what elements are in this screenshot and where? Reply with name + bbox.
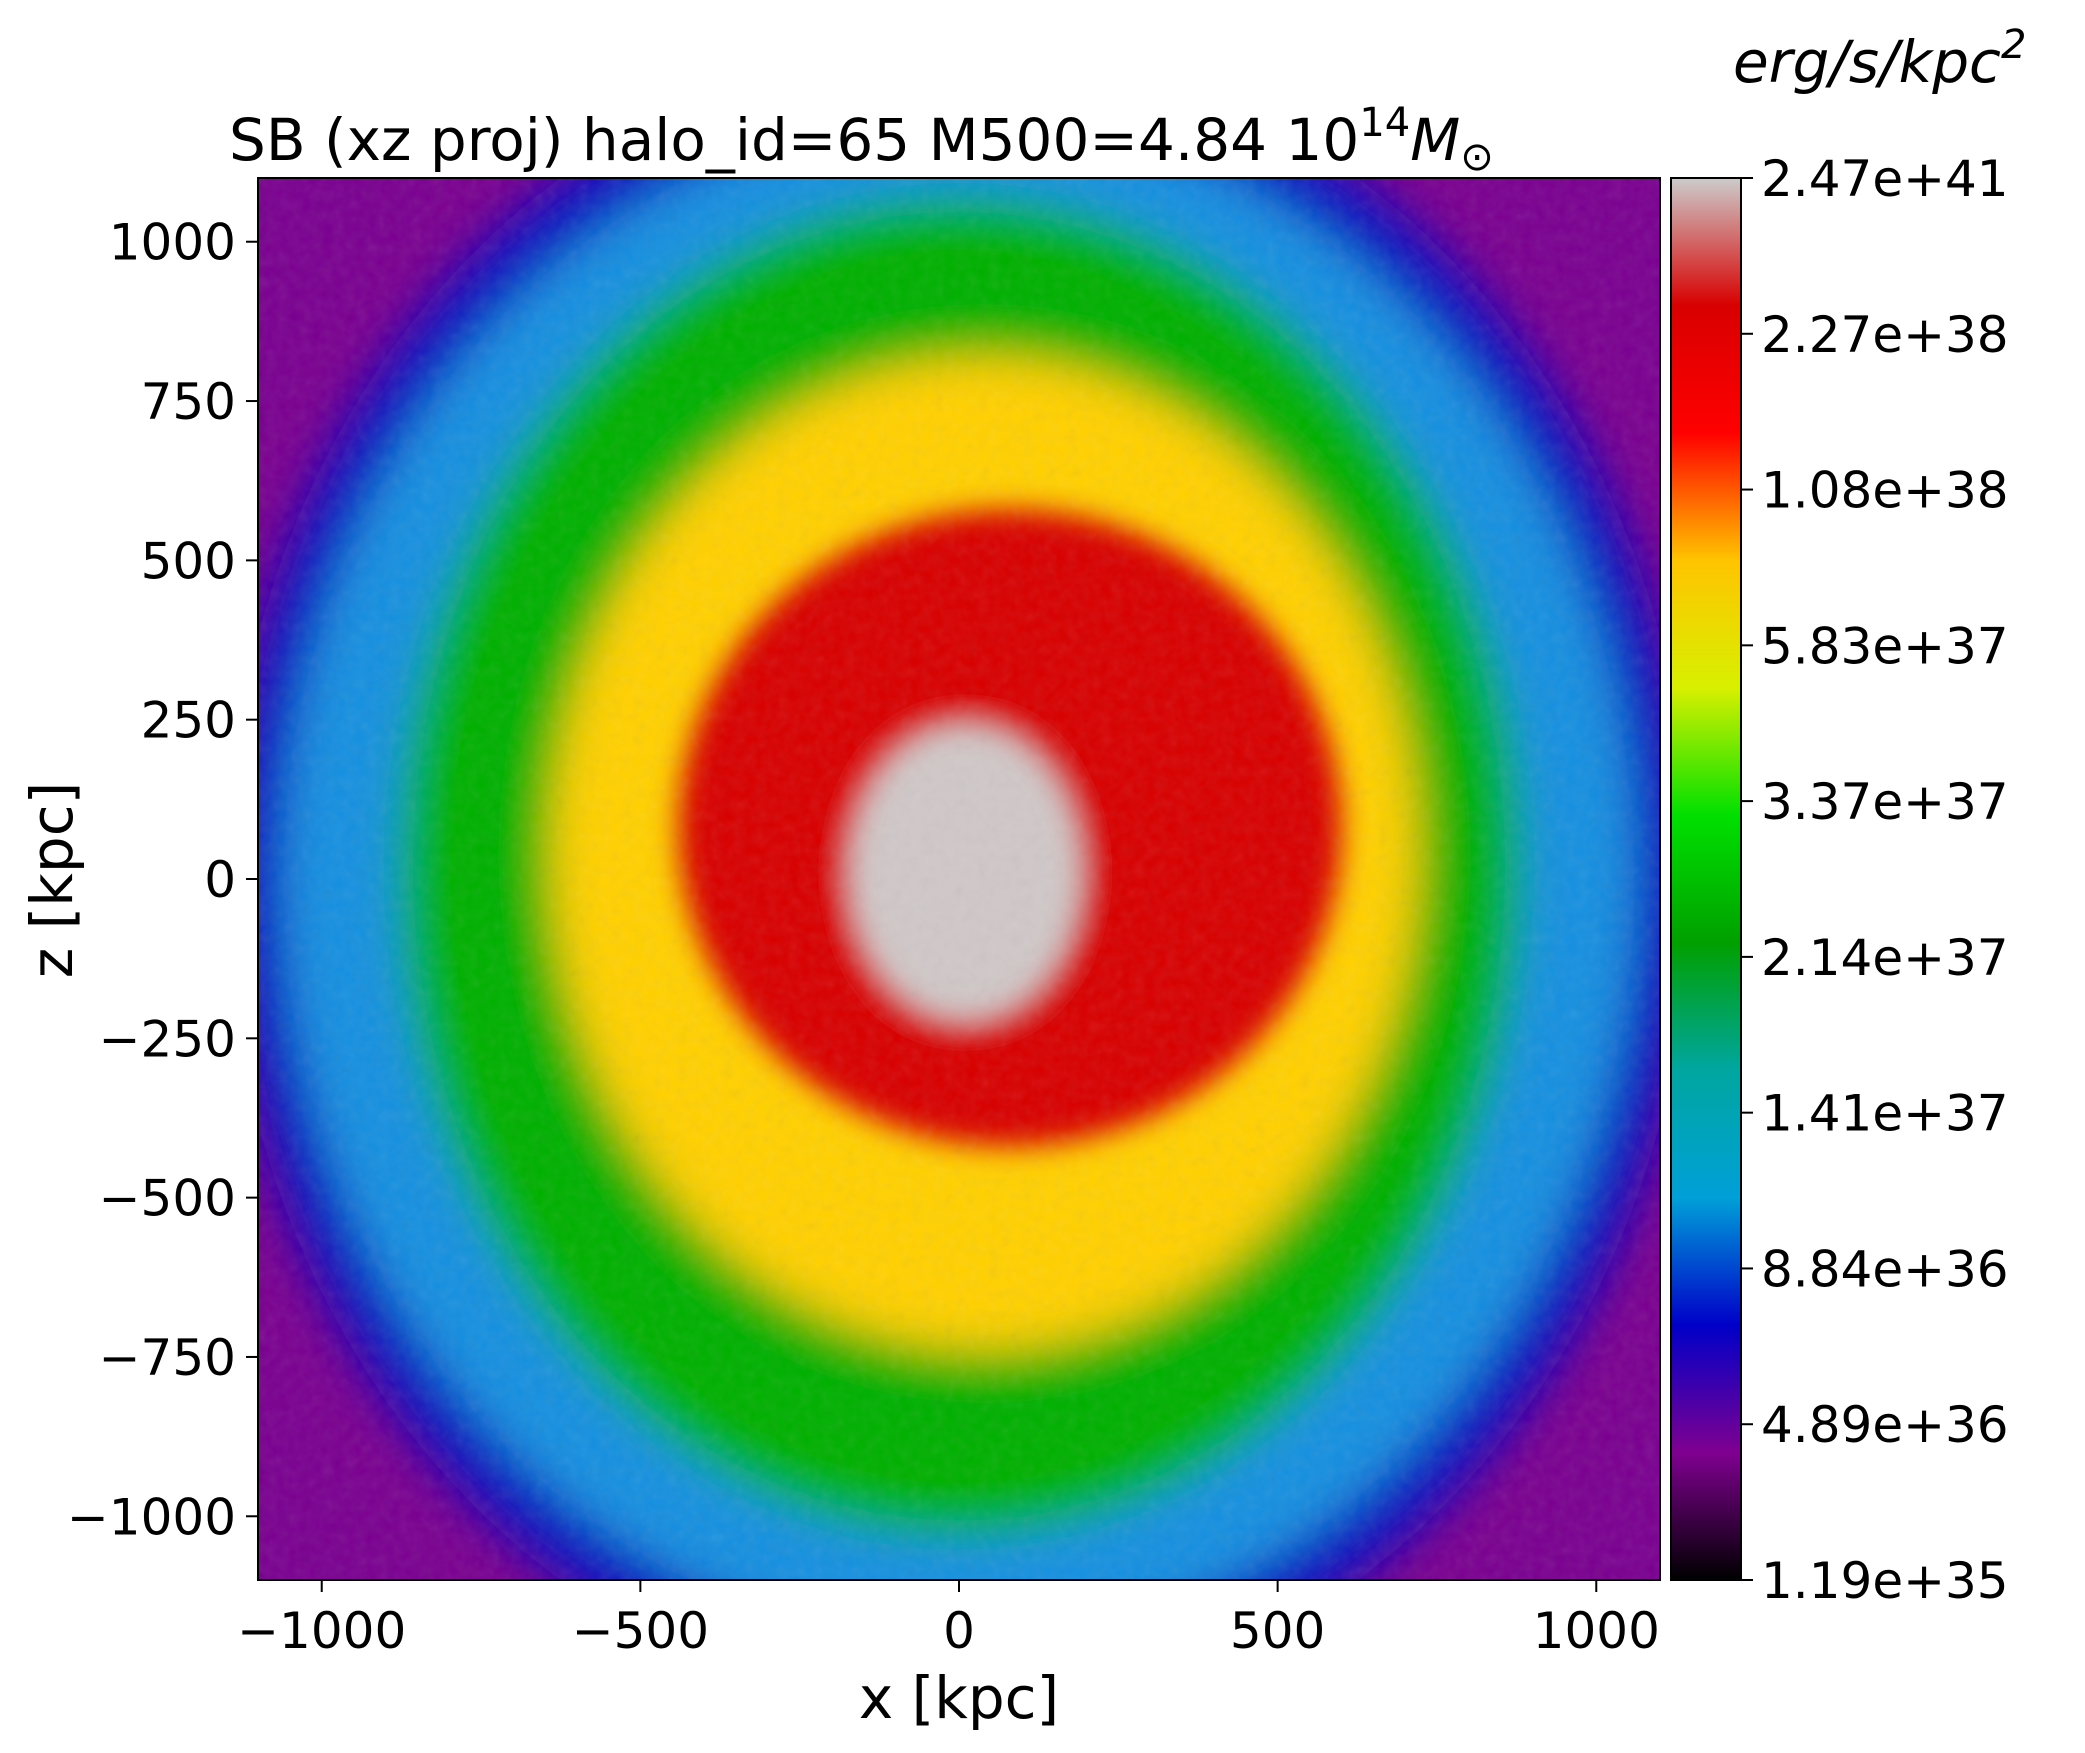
- y-tick-label: 250: [141, 692, 236, 750]
- chart-title: SB (xz proj) halo_id=65 M500=4.84 1014M⊙: [229, 100, 1494, 180]
- x-tick-label: 1000: [1533, 1602, 1660, 1660]
- colorbar-tick-label: 8.84e+36: [1761, 1240, 2009, 1298]
- y-axis: −1000 −750 −500 −250 0 250 500 750 1000: [67, 214, 258, 1546]
- colorbar-tick-label: 1.08e+38: [1761, 462, 2009, 520]
- chart-title-exponent: 14: [1359, 100, 1410, 146]
- colorbar-tick-label: 4.89e+36: [1761, 1396, 2009, 1454]
- chart-title-text: SB (xz proj) halo_id=65 M500=4.84 10: [229, 106, 1359, 174]
- x-tick-label: −1000: [237, 1602, 406, 1660]
- colorbar-tick-label: 1.19e+35: [1761, 1552, 2009, 1610]
- y-axis-label: z [kpc]: [18, 782, 86, 978]
- colorbar-gradient: [1671, 178, 1741, 1580]
- y-tick-label: −250: [99, 1010, 236, 1068]
- colorbar-tick-label: 2.47e+41: [1761, 150, 2009, 208]
- x-tick-label: −500: [572, 1602, 709, 1660]
- colorbar-ticks: 1.19e+35 4.89e+36 8.84e+36 1.41e+37 2.14e+37…: [1741, 150, 2009, 1610]
- x-axis: −1000 −500 0 500 1000: [237, 1580, 1660, 1660]
- y-tick-label: 0: [204, 851, 236, 909]
- colorbar-tick-label: 3.37e+37: [1761, 773, 2009, 831]
- colorbar: 1.19e+35 4.89e+36 8.84e+36 1.41e+37 2.14e+37…: [1670, 150, 2009, 1610]
- colorbar-label-exponent: 2: [2001, 22, 2026, 68]
- x-tick-label: 500: [1230, 1602, 1325, 1660]
- heatmap-noise: [258, 178, 1660, 1580]
- colorbar-tick-label: 1.41e+37: [1761, 1085, 2009, 1143]
- colorbar-tick-label: 5.83e+37: [1761, 617, 2009, 675]
- y-tick-label: −750: [99, 1329, 236, 1387]
- colorbar-label-base: erg/s/kpc: [1733, 28, 2001, 96]
- y-tick-label: 500: [141, 532, 236, 590]
- y-tick-label: 750: [141, 373, 236, 431]
- chart-title-unit: M: [1410, 106, 1460, 174]
- colorbar-frame: [1670, 177, 1742, 1581]
- x-tick-label: 0: [943, 1602, 975, 1660]
- y-tick-label: −500: [99, 1170, 236, 1228]
- heatmap-image: [258, 178, 1660, 1580]
- colorbar-tick-label: 2.14e+37: [1761, 929, 2009, 987]
- chart-title-unit-subscript: ⊙: [1460, 134, 1494, 180]
- x-axis-label: x [kpc]: [859, 1664, 1059, 1732]
- colorbar-tick-label: 2.27e+38: [1761, 306, 2009, 364]
- y-tick-label: 1000: [109, 214, 236, 272]
- colorbar-label: erg/s/kpc2: [1733, 22, 2026, 96]
- y-tick-label: −1000: [67, 1488, 236, 1546]
